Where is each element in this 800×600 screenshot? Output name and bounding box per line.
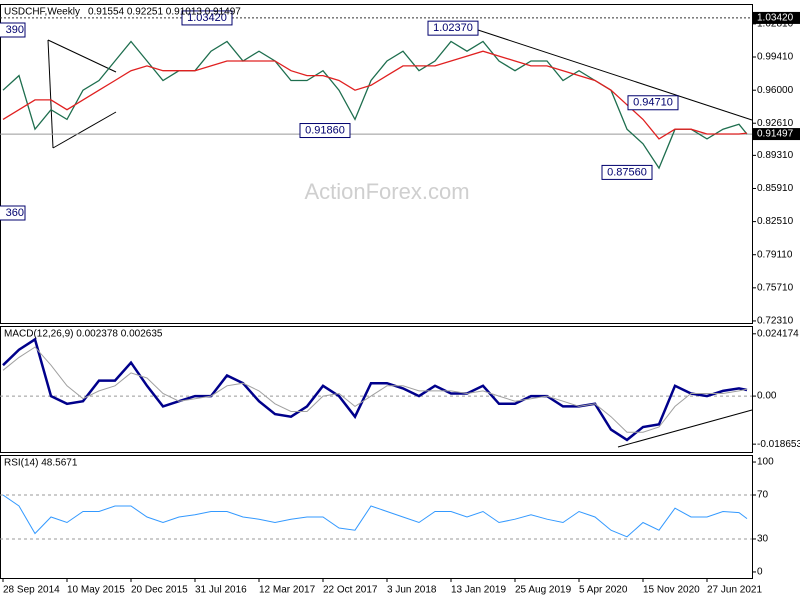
y-tick-label: 0.89310 [757, 150, 794, 161]
rsi-panel [0, 455, 753, 579]
x-tick-label: 27 Jun 2021 [707, 585, 762, 596]
price-label-box [753, 128, 800, 141]
annotation-box [627, 95, 679, 111]
y-tick-label: 30 [757, 534, 769, 545]
macd-panel [0, 326, 753, 453]
price-label-box [753, 11, 800, 24]
edge-label: 390 [6, 24, 24, 36]
y-tick-label: 0.85910 [757, 183, 794, 194]
y-tick-label: 0.024174 [757, 328, 799, 339]
trend-line [52, 111, 117, 149]
y-tick-label: 0.00 [757, 391, 777, 402]
series-line [2, 50, 748, 140]
series-line [2, 494, 748, 538]
y-tick-label: -0.018653 [757, 439, 800, 450]
x-tick-label: 13 Jan 2019 [451, 585, 506, 596]
series-line [2, 346, 748, 433]
y-tick-label: 100 [757, 457, 774, 468]
x-tick-label: 22 Oct 2017 [323, 585, 378, 596]
price-panel [0, 4, 753, 324]
y-tick-label: 0.99410 [757, 52, 794, 63]
x-tick-label: 31 Jul 2016 [195, 585, 247, 596]
series-line [2, 337, 748, 442]
annotation-box [427, 20, 479, 36]
annotation-box [299, 123, 351, 139]
trend-line [47, 39, 117, 73]
panel-subtitle: 0.91554 0.92251 0.91013 0.91497 [88, 7, 241, 18]
y-tick-label: 0.75710 [757, 282, 794, 293]
trend-line [47, 39, 54, 149]
annotation-box [181, 10, 233, 26]
edge-label: 360 [6, 207, 24, 219]
y-tick-label: 0.92610 [757, 118, 794, 129]
trend-line [617, 409, 753, 448]
x-tick-label: 10 May 2015 [67, 585, 125, 596]
x-tick-label: 3 Jun 2018 [387, 585, 437, 596]
edge-label-box [0, 22, 26, 38]
annotation: 0.94710 [633, 97, 673, 109]
panel-title: RSI(14) 48.5671 [4, 458, 78, 469]
panel-title: MACD(12,26,9) 0.002378 0.002635 [4, 329, 163, 340]
y-tick-label: 0.82510 [757, 216, 794, 227]
annotation-box [601, 164, 653, 180]
panel-title: USDCHF,Weekly [4, 7, 80, 18]
annotation: 0.87560 [607, 166, 647, 178]
x-tick-label: 12 Mar 2017 [259, 585, 316, 596]
y-tick-label: 1.02810 [757, 19, 794, 30]
series-line [2, 40, 748, 170]
y-tick-label: 0.96000 [757, 85, 794, 96]
x-tick-label: 15 Nov 2020 [643, 585, 700, 596]
annotation: 0.91860 [305, 124, 345, 136]
x-tick-label: 5 Apr 2020 [579, 585, 628, 596]
edge-label-box [0, 205, 26, 221]
price-label: 1.03420 [757, 13, 794, 24]
y-tick-label: 0.79110 [757, 249, 793, 260]
trend-line [477, 29, 753, 121]
x-tick-label: 25 Aug 2019 [515, 585, 572, 596]
annotation: 1.03420 [187, 12, 227, 24]
x-tick-label: 20 Dec 2015 [131, 585, 188, 596]
price-label: 0.91497 [757, 129, 794, 140]
watermark: ActionForex.com [304, 179, 469, 204]
x-tick-label: 28 Sep 2014 [3, 585, 60, 596]
y-tick-label: 0 [757, 567, 763, 578]
y-tick-label: 0.72310 [757, 316, 794, 327]
y-tick-label: 70 [757, 490, 769, 501]
annotation: 1.02370 [433, 22, 473, 34]
